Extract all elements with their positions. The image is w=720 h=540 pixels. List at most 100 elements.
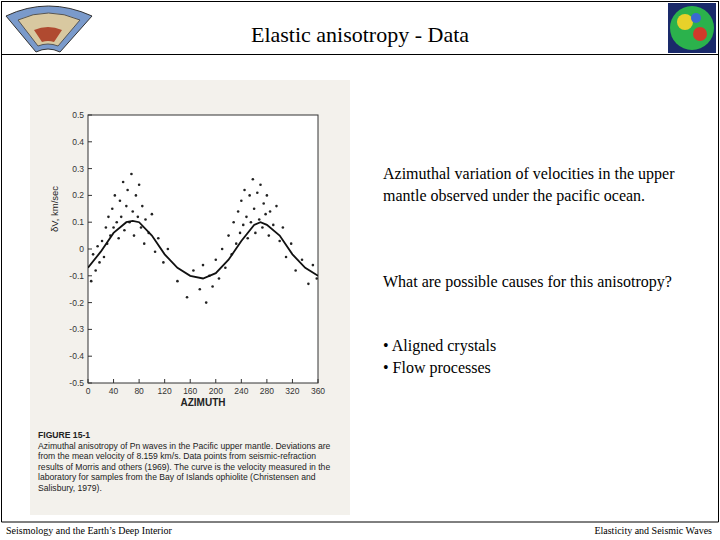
data-point [186, 296, 189, 299]
y-tick [88, 302, 92, 303]
x-tick-label: 200 [209, 386, 223, 396]
frame-left [1, 55, 2, 522]
curve [88, 221, 318, 279]
data-point [315, 277, 318, 280]
y-tick [88, 275, 92, 276]
data-point [101, 240, 104, 243]
data-point [112, 226, 115, 229]
x-tick [113, 379, 114, 383]
bullet: • Flow processes [383, 357, 683, 379]
x-tick-label: 80 [134, 386, 144, 396]
data-point [239, 232, 242, 235]
data-point [272, 224, 275, 227]
data-point [262, 202, 265, 205]
y-tick-label: 0.4 [72, 137, 84, 147]
data-point [96, 245, 99, 248]
data-point [245, 216, 248, 219]
x-tick-label: 360 [311, 386, 325, 396]
y-tick-label: 0 [79, 244, 84, 254]
footer-line [2, 522, 719, 523]
logo-core [34, 27, 62, 42]
data-point [141, 205, 144, 208]
y-tick-label: -0.3 [69, 324, 84, 334]
data-point [133, 234, 136, 237]
logo-mantle [18, 13, 80, 46]
data-point [240, 199, 243, 202]
x-tick-label: 320 [285, 386, 299, 396]
data-point [253, 208, 256, 211]
x-tick-label: 40 [109, 386, 119, 396]
data-point [252, 178, 255, 181]
data-point [117, 237, 120, 240]
data-point [211, 285, 214, 288]
data-point [107, 216, 110, 219]
footer-right: Elasticity and Seismic Waves [594, 525, 712, 536]
data-point [248, 194, 251, 197]
x-tick [139, 379, 140, 383]
y-tick-label: -0.4 [69, 351, 84, 361]
data-point [237, 210, 240, 213]
x-tick-label: 240 [234, 386, 248, 396]
data-point [137, 216, 140, 219]
x-axis-label: AZIMUTH [181, 397, 226, 408]
data-point [269, 210, 272, 213]
y-tick-label: -0.5 [69, 378, 84, 388]
y-tick [88, 329, 92, 330]
data-point [130, 173, 133, 176]
frame-right [718, 55, 719, 522]
data-point [221, 248, 224, 251]
data-point [243, 189, 246, 192]
data-point [227, 234, 230, 237]
data-point [312, 264, 315, 267]
data-point [120, 216, 123, 219]
data-point [119, 199, 122, 202]
y-tick [88, 141, 92, 142]
figure-caption: FIGURE 15-1Azimuthal anisotropy of Pn wa… [38, 430, 338, 493]
data-point [167, 248, 170, 251]
data-point [138, 183, 141, 186]
description: Azimuthal variation of velocities in the… [383, 163, 683, 207]
y-tick-label: -0.2 [69, 298, 84, 308]
data-point [256, 191, 259, 194]
question: What are possible causes for this anisot… [383, 271, 683, 293]
x-tick [215, 379, 216, 383]
data-point [131, 210, 134, 213]
x-tick [292, 379, 293, 383]
data-point [123, 229, 126, 232]
data-point [105, 226, 108, 229]
data-point [122, 181, 125, 184]
y-tick [88, 222, 92, 223]
logo-right [668, 3, 716, 53]
data-point [192, 269, 195, 272]
x-tick [164, 379, 165, 383]
x-tick-label: 120 [158, 386, 172, 396]
logo-fan [6, 6, 92, 52]
logo-bg [668, 3, 716, 53]
data-point [258, 218, 261, 221]
data-point [218, 277, 221, 280]
plot-marks [88, 173, 318, 304]
data-point [176, 280, 179, 283]
data-point [278, 240, 281, 243]
y-tick [88, 195, 92, 196]
data-point [94, 269, 97, 272]
data-point [242, 224, 245, 227]
data-point [92, 253, 95, 256]
figure-label: FIGURE 15-1 [38, 430, 338, 441]
data-point [205, 301, 208, 304]
data-point [235, 242, 238, 245]
data-point [250, 221, 253, 224]
slide-title: Elastic anisotropy - Data [100, 22, 620, 48]
data-point [140, 226, 143, 229]
header-frame [2, 2, 719, 55]
data-point [232, 221, 235, 224]
y-tick-label: 0.5 [72, 110, 84, 120]
x-tick [190, 379, 191, 383]
y-tick [88, 249, 92, 250]
data-point [114, 194, 117, 197]
data-point [266, 194, 269, 197]
data-point [307, 283, 310, 286]
data-point [135, 194, 138, 197]
y-tick [88, 168, 92, 169]
data-point [162, 261, 165, 264]
